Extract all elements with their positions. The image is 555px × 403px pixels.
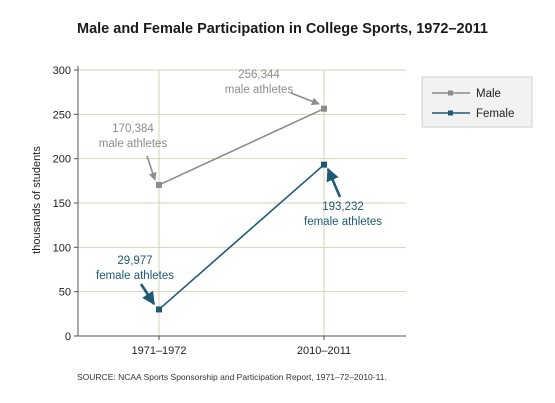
legend-marker xyxy=(448,110,453,116)
legend-label: Female xyxy=(476,108,514,120)
source-note: SOURCE: NCAA Sports Sponsorship and Part… xyxy=(77,372,387,382)
annotation-value: 29,977 xyxy=(117,255,152,267)
data-series xyxy=(156,105,327,313)
axes xyxy=(74,66,406,340)
y-tick-label: 250 xyxy=(53,109,71,121)
chart-title: Male and Female Participation in College… xyxy=(77,21,488,37)
annotation-arrow xyxy=(326,167,342,198)
y-tick-label: 100 xyxy=(53,242,71,254)
series-line-female xyxy=(158,164,325,311)
x-tick-label: 2010–2011 xyxy=(297,345,351,357)
annotation-label: male athletes xyxy=(99,138,168,150)
y-tick-label: 50 xyxy=(59,287,71,299)
legend: Male Female xyxy=(421,76,533,128)
annotations: 170,384 male athletes 256,344 male athletes… xyxy=(96,69,382,306)
data-point-male xyxy=(156,181,162,188)
series-line-male xyxy=(158,107,325,186)
legend-item-female: Female xyxy=(432,108,514,120)
annotation-label: female athletes xyxy=(96,270,174,282)
y-tick-label: 300 xyxy=(53,65,71,77)
data-point-female xyxy=(156,306,162,313)
x-tick-label: 1971–1972 xyxy=(131,345,186,357)
y-tick-label: 200 xyxy=(53,154,71,166)
annotation-arrow xyxy=(290,92,320,106)
annotation-arrow xyxy=(146,155,157,181)
legend-marker xyxy=(448,90,453,96)
annotation-male-0: 170,384 male athletes xyxy=(99,123,168,181)
y-tick-label: 0 xyxy=(65,331,71,343)
legend-item-male: Male xyxy=(432,88,501,100)
x-tick-labels: 1971–1972 2010–2011 xyxy=(131,345,351,357)
annotation-value: 170,384 xyxy=(112,123,154,135)
annotation-value: 256,344 xyxy=(238,69,280,81)
annotation-arrow xyxy=(139,283,156,306)
legend-box xyxy=(421,76,533,128)
legend-label: Male xyxy=(476,88,501,100)
annotation-label: male athletes xyxy=(225,84,294,96)
data-point-male xyxy=(321,105,327,112)
annotation-female-1: 193,232 female athletes xyxy=(304,167,382,228)
annotation-female-0: 29,977 female athletes xyxy=(96,255,174,306)
annotation-value: 193,232 xyxy=(322,201,364,213)
y-tick-label: 150 xyxy=(53,198,71,210)
y-axis-label: thousands of students xyxy=(31,146,43,254)
gridlines xyxy=(78,69,406,336)
data-point-female xyxy=(321,161,327,168)
annotation-male-1: 256,344 male athletes xyxy=(225,69,320,106)
annotation-label: female athletes xyxy=(304,216,382,228)
y-tick-labels: 0 50 100 150 200 250 300 xyxy=(53,65,71,343)
